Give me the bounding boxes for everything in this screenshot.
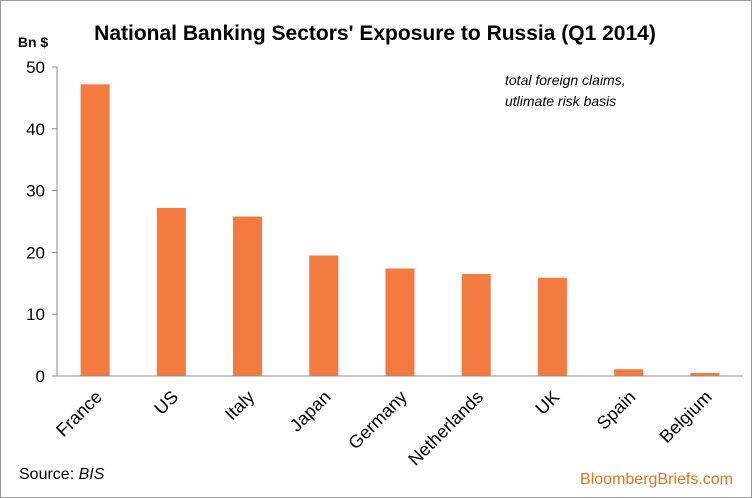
bar-uk: [537, 277, 567, 376]
x-tick-label-spain: Spain: [593, 387, 640, 434]
y-tick-label-0: 0: [36, 367, 45, 386]
y-axis: 0 10 20 30 40 50: [26, 58, 57, 386]
bar-france: [80, 84, 110, 376]
x-tick-label-us: US: [150, 387, 182, 419]
x-tick-label-netherlands: Netherlands: [404, 387, 487, 470]
x-tick-label-france: France: [52, 387, 106, 441]
x-tick-label-belgium: Belgium: [656, 387, 716, 447]
y-tick-label-1: 10: [26, 305, 45, 324]
bar-belgium: [690, 372, 720, 376]
source-note: Source: BIS: [19, 466, 105, 483]
chart-title: National Banking Sectors' Exposure to Ru…: [94, 22, 656, 45]
y-tick-label-2: 20: [26, 243, 45, 262]
x-tick-label-italy: Italy: [221, 387, 258, 424]
y-tick-label-5: 50: [26, 58, 45, 77]
x-tick-label-germany: Germany: [344, 387, 410, 453]
bar-japan: [309, 255, 339, 376]
bar-italy: [233, 216, 263, 376]
x-tick-label-japan: Japan: [286, 387, 335, 436]
bar-netherlands: [461, 274, 491, 376]
y-tick-label-3: 30: [26, 182, 45, 201]
source-prefix: Source:: [19, 466, 79, 483]
annotation-line-1: total foreign claims,: [505, 72, 626, 88]
y-tick-label-4: 40: [26, 120, 45, 139]
brand-credit: BloombergBriefs.com: [580, 471, 733, 488]
y-axis-unit-label: Bn $: [18, 34, 49, 50]
x-tick-label-uk: UK: [531, 387, 563, 419]
source-name: BIS: [79, 466, 105, 483]
bar-us: [156, 207, 186, 376]
bar-series: [80, 84, 720, 376]
bar-spain: [614, 369, 644, 376]
annotation-line-2: utlimate risk basis: [505, 93, 616, 109]
bar-germany: [385, 268, 415, 376]
